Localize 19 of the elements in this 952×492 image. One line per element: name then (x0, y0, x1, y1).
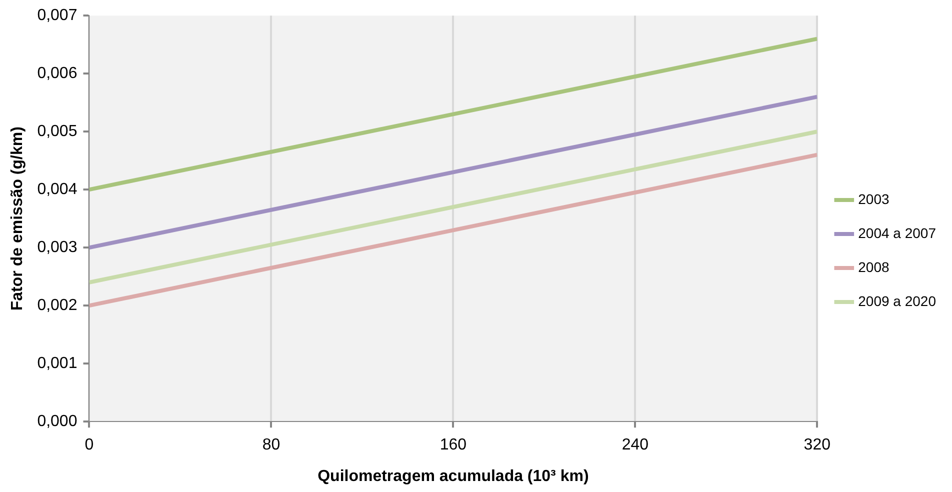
y-axis-title: Fator de emissão (g/km) (9, 126, 26, 311)
y-tick-label: 0,007 (37, 7, 78, 24)
x-tick-label: 320 (804, 436, 831, 454)
y-tick-label: 0,001 (37, 355, 78, 372)
legend-label: 2003 (858, 190, 890, 207)
y-tick-label: 0,004 (37, 181, 78, 198)
x-tick-label: 160 (440, 436, 467, 454)
x-tick-label: 0 (84, 436, 94, 454)
legend-label: 2009 a 2020 (858, 292, 936, 309)
y-tick-label: 0,003 (37, 239, 78, 256)
x-tick-label: 80 (262, 436, 280, 454)
y-tick-label: 0,006 (37, 65, 78, 82)
x-tick-label: 240 (622, 436, 649, 454)
x-axis-title: Quilometragem acumulada (10³ km) (318, 468, 589, 485)
legend-label: 2004 a 2007 (858, 224, 936, 241)
legend-label: 2008 (858, 258, 890, 275)
y-tick-label: 0,000 (37, 413, 78, 430)
y-tick-label: 0,005 (37, 123, 78, 140)
y-tick-label: 0,002 (37, 297, 78, 314)
